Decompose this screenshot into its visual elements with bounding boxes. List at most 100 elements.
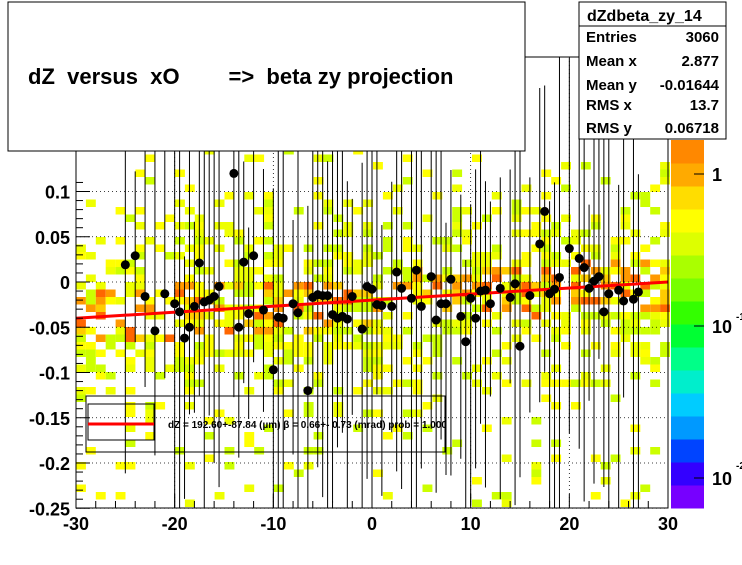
heatmap-cell [234, 312, 245, 320]
heatmap-cell [313, 177, 324, 185]
heatmap-cell [293, 342, 304, 350]
heatmap-cell [85, 342, 96, 350]
heatmap-cell [274, 274, 284, 282]
heatmap-cell [224, 282, 235, 290]
heatmap-cell [590, 267, 601, 275]
heatmap-cell [660, 259, 670, 267]
color-scale-block [671, 163, 704, 187]
profile-point [554, 272, 564, 282]
heatmap-cell [293, 349, 304, 357]
heatmap-cell [274, 259, 284, 267]
heatmap-cell [115, 297, 126, 305]
fit-legend: dZ = 192.60+-87.84 (µm) β = 0.66+- 0.73 … [85, 395, 447, 453]
heatmap-cell [491, 312, 502, 320]
profile-point-layer [120, 168, 643, 396]
color-scale-block [671, 186, 704, 210]
stats-value-rms-y: 0.06718 [665, 120, 719, 137]
heatmap-cell [85, 327, 96, 335]
heatmap-cell [392, 342, 403, 350]
heatmap-cell [373, 162, 383, 170]
heatmap-cell [412, 387, 423, 395]
heatmap-cell [571, 402, 581, 410]
heatmap-cell [610, 244, 621, 252]
heatmap-cell [571, 237, 581, 245]
heatmap-cell [125, 289, 136, 297]
heatmap-cell [640, 192, 651, 200]
heatmap-cell [264, 282, 274, 290]
heatmap-cell [382, 334, 393, 342]
profile-point [411, 265, 421, 275]
y-tick-label: 0.05 [35, 228, 70, 248]
heatmap-cell [224, 222, 235, 230]
heatmap-cell [274, 387, 284, 395]
heatmap-cell [125, 409, 136, 417]
heatmap-cell [363, 222, 373, 230]
heatmap-cell [491, 327, 502, 335]
heatmap-cell [382, 297, 393, 305]
heatmap-cell [274, 379, 284, 387]
color-scale-block [671, 462, 704, 486]
profile-point [189, 301, 199, 311]
heatmap-cell [125, 402, 136, 410]
stats-label-rms-x: RMS x [586, 97, 633, 114]
stats-value-entries: 3060 [686, 29, 719, 46]
heatmap-cell [224, 417, 235, 425]
heatmap-cell [254, 282, 265, 290]
heatmap-cell [561, 312, 571, 320]
heatmap-cell [402, 379, 413, 387]
stats-box: dZdbeta_zy_14 Entries 3060 Mean x 2.877 … [578, 1, 727, 140]
heatmap-cell [274, 282, 284, 290]
heatmap-cell [472, 379, 482, 387]
heatmap-cell [620, 312, 631, 320]
heatmap-cell [412, 409, 423, 417]
heatmap-cell [551, 312, 562, 320]
heatmap-cell [303, 357, 314, 365]
heatmap-cell [283, 244, 294, 252]
heatmap-cell [521, 297, 532, 305]
heatmap-cell [660, 289, 670, 297]
heatmap-cell [412, 364, 423, 372]
heatmap-cell [264, 274, 274, 282]
color-scale-block [671, 232, 704, 256]
x-tick-label: -10 [260, 514, 286, 534]
heatmap-cell [333, 327, 344, 335]
heatmap-cell [264, 199, 274, 207]
heatmap-cell [630, 349, 641, 357]
heatmap-cell [640, 349, 651, 357]
profile-point [628, 294, 638, 304]
heatmap-cell [382, 192, 393, 200]
heatmap-cell [660, 297, 670, 305]
heatmap-cell [392, 379, 403, 387]
heatmap-cell [274, 304, 284, 312]
heatmap-cell [333, 304, 344, 312]
heatmap-cell [600, 267, 611, 275]
heatmap-cell [323, 357, 334, 365]
profile-point [288, 299, 298, 309]
profile-point [431, 315, 441, 325]
heatmap-cell [590, 222, 601, 230]
heatmap-cell [274, 289, 284, 297]
heatmap-cell [274, 297, 284, 305]
heatmap-cell [650, 364, 661, 372]
heatmap-cell [521, 327, 532, 335]
heatmap-cell [660, 319, 670, 327]
color-scale [671, 140, 704, 509]
heatmap-cell [452, 229, 463, 237]
heatmap-cell [630, 424, 641, 432]
heatmap-cell [313, 334, 324, 342]
heatmap-cell [283, 409, 294, 417]
heatmap-cell [412, 349, 423, 357]
heatmap-cell [135, 349, 146, 357]
heatmap-cell [95, 492, 106, 500]
heatmap-cell [561, 237, 571, 245]
heatmap-cell [214, 492, 225, 500]
heatmap-cell [264, 372, 274, 380]
color-scale-block [671, 209, 704, 233]
heatmap-cell [432, 342, 443, 350]
heatmap-cell [501, 342, 512, 350]
heatmap-cell [491, 244, 502, 252]
heatmap-cell [422, 402, 433, 410]
heatmap-cell [541, 282, 552, 290]
heatmap-cell [274, 327, 284, 335]
heatmap-cell [125, 342, 136, 350]
